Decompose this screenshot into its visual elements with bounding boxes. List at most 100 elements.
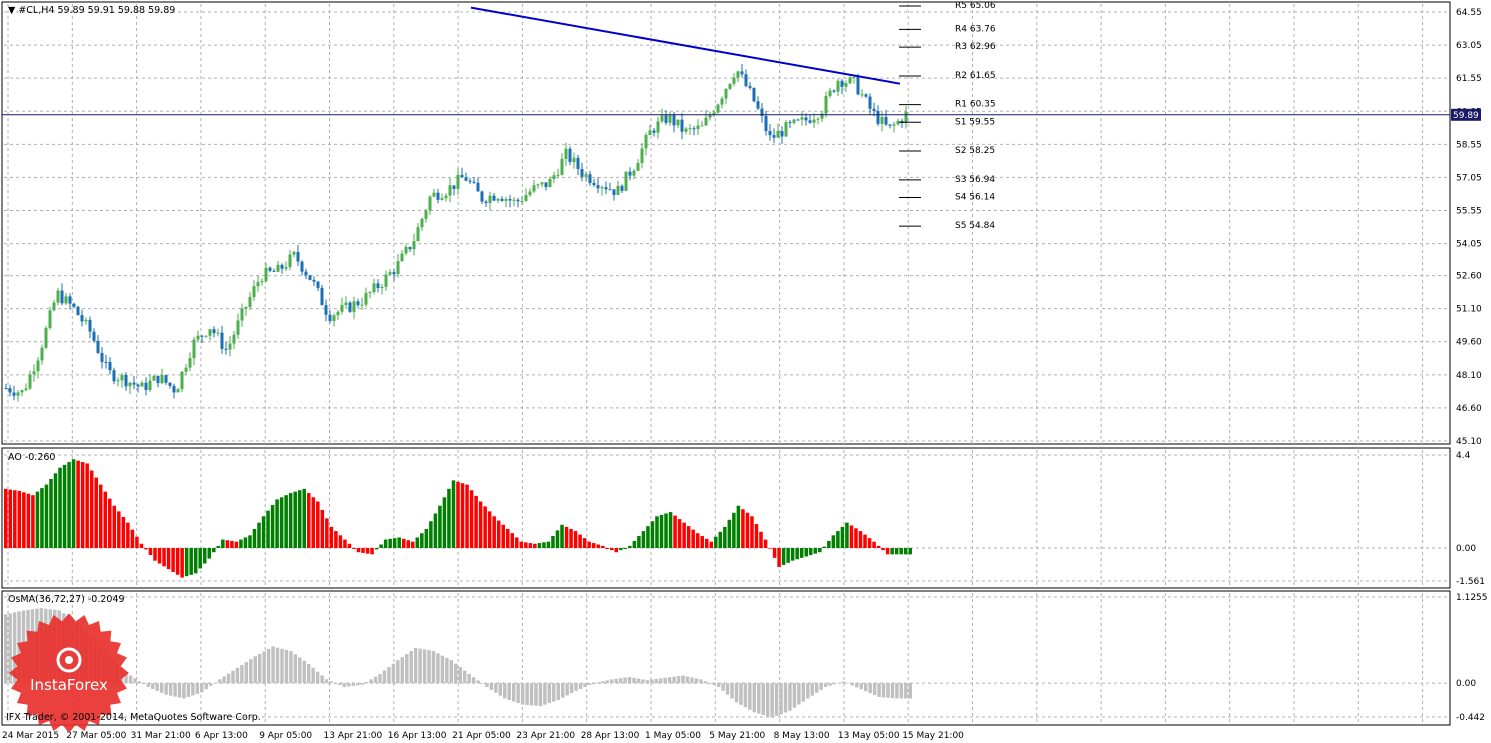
osma-header: OsMA(36,72,27) -0.2049: [8, 594, 125, 605]
candle-body: [492, 195, 496, 201]
ao-bar: [35, 491, 40, 549]
osma-bar: [356, 683, 360, 686]
candle-body: [576, 157, 580, 169]
ao-bar: [587, 541, 591, 549]
candle-body: [808, 120, 812, 123]
candle-body: [888, 124, 892, 126]
osma-bar: [177, 683, 182, 698]
candle-body: [684, 128, 688, 132]
osma-bar: [360, 683, 364, 685]
osma-bar: [895, 683, 899, 699]
ao-bar: [157, 548, 162, 564]
candle-body: [532, 185, 536, 192]
price-tick-label: 51.10: [1456, 305, 1482, 315]
candle-body: [240, 308, 244, 321]
pivot-label: S2 58.25: [955, 146, 995, 156]
ao-tick-label: 4.4: [1456, 451, 1471, 461]
candle-body: [452, 185, 456, 189]
osma-bar: [320, 675, 324, 684]
osma-bar: [788, 683, 792, 711]
ao-bar: [822, 546, 827, 549]
candle-body: [484, 201, 488, 204]
osma-bar: [440, 655, 445, 684]
ao-bar: [67, 462, 71, 549]
osma-bar: [725, 683, 730, 695]
candle-body: [96, 340, 100, 353]
osma-bar: [712, 683, 716, 686]
candle-body: [500, 198, 504, 201]
osma-bar: [650, 679, 654, 684]
ao-bar: [316, 501, 320, 549]
candle-body: [280, 264, 284, 269]
ao-bar: [130, 529, 135, 549]
ao-bar: [451, 480, 456, 549]
candle-body: [592, 182, 596, 186]
osma-bar: [231, 670, 235, 684]
ao-bar: [329, 526, 334, 549]
candle-body: [884, 117, 888, 125]
price-tick-label: 57.05: [1456, 173, 1482, 183]
candle-body: [136, 384, 140, 387]
pivot-label: R1 60.35: [955, 100, 996, 110]
osma-bar: [191, 683, 195, 696]
ao-bar: [365, 548, 370, 554]
ao-bar: [469, 490, 474, 549]
ao-bar: [836, 531, 840, 549]
ao-bar: [261, 516, 266, 549]
ao-bar: [632, 540, 637, 549]
ao-bar: [275, 499, 279, 549]
osma-bar: [151, 683, 155, 689]
ao-bar: [80, 462, 85, 549]
osma-bar: [645, 680, 650, 684]
candle-body: [304, 271, 308, 276]
candle-body: [692, 128, 696, 130]
ao-bar: [207, 548, 212, 559]
candle-body: [864, 94, 868, 97]
ao-bar: [189, 548, 193, 575]
price-panel: [1, 1, 1451, 445]
ao-bar: [478, 501, 483, 549]
ao-bar: [406, 540, 411, 549]
time-tick-label: 8 May 13:00: [774, 731, 830, 741]
candle-body: [296, 251, 300, 262]
osma-bar: [315, 671, 320, 684]
ao-bar: [610, 548, 614, 551]
ao-bar: [284, 495, 288, 549]
osma-bar: [757, 683, 761, 714]
candle-body: [164, 375, 168, 383]
candle-body: [44, 327, 48, 348]
candle-body: [848, 77, 852, 84]
ao-bar: [691, 529, 695, 549]
ao-bar: [772, 548, 777, 558]
osma-bar: [552, 683, 556, 702]
candle-body: [408, 246, 412, 250]
candle-body: [12, 392, 16, 396]
candle-body: [476, 182, 480, 192]
osma-bar: [730, 683, 734, 699]
candle-body: [832, 90, 836, 92]
candle-body: [852, 77, 856, 79]
candle-body: [424, 210, 428, 219]
osma-bar: [445, 657, 449, 684]
osma-bar: [832, 683, 837, 685]
ao-bar: [193, 548, 198, 574]
candle-body: [560, 158, 564, 175]
osma-bar: [186, 683, 191, 697]
candle-body: [772, 135, 776, 138]
osma-bar: [587, 683, 592, 686]
candle-body: [92, 331, 96, 341]
time-tick-label: 9 Apr 05:00: [259, 731, 312, 741]
osma-bar: [133, 678, 137, 684]
price-tick-label: 46.60: [1456, 404, 1482, 414]
osma-bar: [387, 667, 391, 684]
osma-bar: [333, 683, 338, 685]
osma-bar: [449, 660, 454, 684]
candle-body: [520, 200, 524, 202]
candle-body: [284, 267, 288, 269]
pivot-label: R3 62.96: [955, 42, 996, 52]
candle-body: [448, 185, 452, 196]
ao-bar: [103, 491, 108, 549]
ao-bar: [899, 548, 903, 555]
candle-body: [140, 382, 144, 387]
candle-body: [604, 187, 608, 190]
